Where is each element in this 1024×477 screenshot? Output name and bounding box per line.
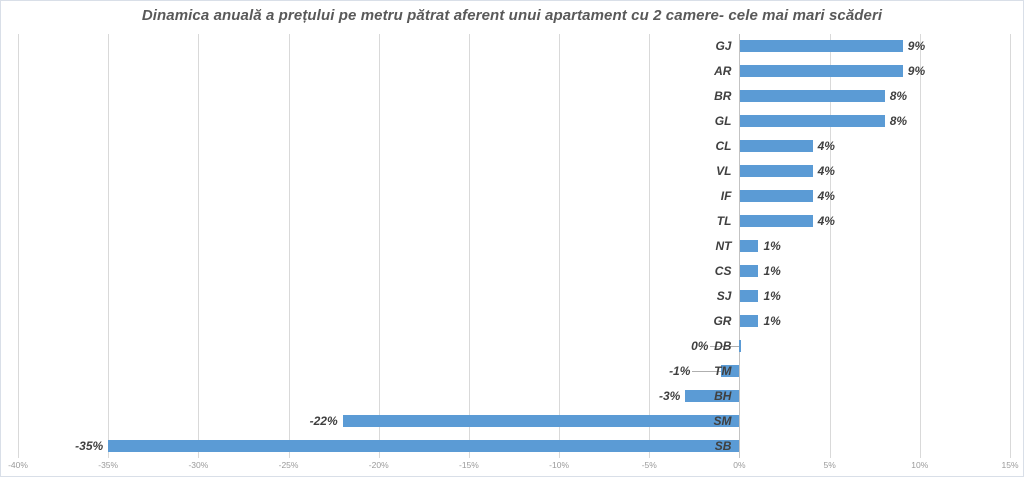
x-axis-tick-label: -5% bbox=[641, 460, 657, 470]
bar-BR bbox=[740, 90, 885, 102]
value-label-CS: 1% bbox=[763, 264, 781, 278]
x-axis-tick-label: 0% bbox=[733, 460, 746, 470]
category-label-SB: SB bbox=[714, 439, 732, 453]
bar-GJ bbox=[740, 40, 903, 52]
value-label-AR: 9% bbox=[907, 64, 926, 78]
gridline bbox=[468, 34, 470, 458]
value-label-TL: 4% bbox=[817, 214, 835, 228]
value-label-CL: 4% bbox=[817, 139, 835, 153]
category-label-BH: BH bbox=[714, 389, 732, 403]
bar-CL bbox=[740, 140, 813, 152]
chart-title: Dinamica anuală a prețului pe metru pătr… bbox=[141, 7, 883, 24]
bar-BH bbox=[685, 390, 740, 402]
value-label-BH: -3% bbox=[659, 389, 681, 403]
bar-IF bbox=[740, 190, 813, 202]
category-label-TM: TM bbox=[714, 364, 732, 378]
x-axis-tick-label: -30% bbox=[188, 460, 209, 470]
x-axis-tick-label: 15% bbox=[1001, 460, 1019, 470]
gridline bbox=[198, 34, 200, 458]
gridline bbox=[559, 34, 561, 458]
gridline bbox=[1010, 34, 1011, 458]
value-label-GJ: 9% bbox=[907, 39, 926, 53]
gridline bbox=[649, 34, 651, 458]
bar-GR bbox=[740, 315, 759, 327]
value-label-BR: 8% bbox=[889, 89, 908, 103]
x-axis-tick-label: -15% bbox=[458, 460, 479, 470]
gridline bbox=[18, 34, 19, 458]
category-label-GL: GL bbox=[714, 114, 732, 128]
x-axis-tick-label: -25% bbox=[278, 460, 299, 470]
category-label-GR: GR bbox=[713, 314, 732, 328]
category-label-DB: DB bbox=[714, 339, 732, 353]
value-label-GR: 1% bbox=[763, 314, 781, 328]
category-label-SJ: SJ bbox=[716, 289, 732, 303]
category-label-BR: BR bbox=[714, 89, 732, 103]
x-axis-tick-label: -20% bbox=[368, 460, 389, 470]
category-label-CS: CS bbox=[714, 264, 732, 278]
value-label-IF: 4% bbox=[817, 189, 835, 203]
gridline bbox=[829, 34, 831, 458]
value-label-SM: -22% bbox=[309, 414, 338, 428]
gridline bbox=[108, 34, 110, 458]
x-axis-tick-label: -35% bbox=[98, 460, 119, 470]
category-label-IF: IF bbox=[720, 189, 732, 203]
bar-VL bbox=[740, 165, 813, 177]
bar-DB bbox=[739, 340, 742, 352]
gridline bbox=[288, 34, 290, 458]
x-axis-tick-label: 10% bbox=[911, 460, 929, 470]
bar-TL bbox=[740, 215, 813, 227]
bar-SJ bbox=[740, 290, 759, 302]
category-label-NT: NT bbox=[715, 239, 732, 253]
category-label-GJ: GJ bbox=[715, 39, 732, 53]
value-label-DB: 0% bbox=[691, 339, 709, 353]
bar-AR bbox=[740, 65, 903, 77]
bar-SM bbox=[342, 415, 740, 427]
category-label-AR: AR bbox=[714, 64, 732, 78]
x-axis-tick-label: -40% bbox=[8, 460, 28, 470]
value-label-SJ: 1% bbox=[763, 289, 781, 303]
x-axis-tick-label: -10% bbox=[549, 460, 569, 470]
bar-SB bbox=[108, 440, 740, 452]
category-label-TL: TL bbox=[716, 214, 732, 228]
label-leader-line bbox=[710, 346, 740, 347]
gridline bbox=[378, 34, 380, 458]
value-label-VL: 4% bbox=[817, 164, 835, 178]
bar-NT bbox=[740, 240, 759, 252]
x-axis-tick-label: 5% bbox=[823, 460, 836, 470]
zero-axis-line bbox=[739, 34, 741, 458]
bar-TM bbox=[721, 365, 740, 377]
value-label-NT: 1% bbox=[763, 239, 781, 253]
bar-CS bbox=[740, 265, 759, 277]
value-label-GL: 8% bbox=[889, 114, 908, 128]
bar-GL bbox=[740, 115, 885, 127]
label-leader-line bbox=[692, 371, 722, 372]
category-label-VL: VL bbox=[716, 164, 732, 178]
value-label-SB: -35% bbox=[75, 439, 104, 453]
category-label-SM: SM bbox=[713, 414, 732, 428]
value-label-TM: -1% bbox=[669, 364, 691, 378]
category-label-CL: CL bbox=[715, 139, 732, 153]
gridline bbox=[919, 34, 921, 458]
